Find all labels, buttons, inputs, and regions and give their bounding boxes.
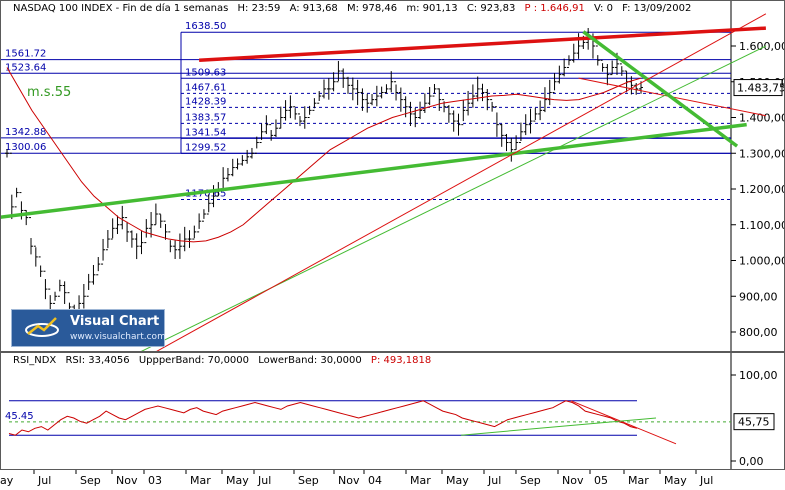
x-tick-label: Nov xyxy=(116,474,138,487)
x-tick-label: May xyxy=(446,474,469,487)
logo-title: Visual Chart xyxy=(70,314,160,329)
header-h: H: 23:59 xyxy=(237,3,281,14)
header-m: M: 978,46 xyxy=(346,3,398,14)
price-chart-panel[interactable]: NASDAQ 100 INDEX - Fin de día 1 semanas … xyxy=(0,0,785,352)
rsi-y-tick-label: 0,00 xyxy=(739,455,764,468)
visual-chart-logo-icon xyxy=(25,317,59,337)
y-tick-label: 1.100,00 xyxy=(739,219,784,232)
rsi-current-label: 45,75 xyxy=(738,416,770,429)
trend-line xyxy=(199,26,766,63)
current-price-badge xyxy=(733,79,783,97)
x-tick-label: Mar xyxy=(628,474,649,487)
level-label: 1509.63 xyxy=(185,67,226,78)
header-c: C: 923,83 xyxy=(466,3,516,14)
y-tick-label: 1.200,00 xyxy=(739,183,784,196)
level-label: 1383.57 xyxy=(185,112,226,123)
x-tick-label: 05 xyxy=(594,474,608,487)
x-tick-label: Mar xyxy=(190,474,211,487)
current-price-label: 1.483,75 xyxy=(737,82,784,95)
x-tick-label: Sep xyxy=(298,474,319,487)
level-label: 1523.64 xyxy=(5,62,46,73)
header-v: V: 0 xyxy=(594,3,613,14)
trend-line xyxy=(140,45,767,351)
rsi-panel[interactable]: RSI_NDX RSI: 33,4056 UppperBand: 70,0000… xyxy=(0,352,785,470)
level-label: 1561.72 xyxy=(5,49,46,60)
rsi-level-label: 45.45 xyxy=(5,411,34,422)
y-tick-label: 900,00 xyxy=(739,290,778,303)
ma-label: m.s.55 xyxy=(27,85,71,100)
moving-average-line xyxy=(6,67,642,243)
x-tick-label: Nov xyxy=(338,474,360,487)
header-a: A: 913,68 xyxy=(289,3,338,14)
x-tick-label: May xyxy=(226,474,249,487)
level-label: 1299.52 xyxy=(185,142,226,153)
rsi-y-tick-label: 100,00 xyxy=(739,369,778,382)
chart-header: NASDAQ 100 INDEX - Fin de día 1 semanas … xyxy=(13,3,697,14)
rsi-upper-band: UppperBand: 70,0000 xyxy=(138,355,250,366)
x-tick-label: May xyxy=(664,474,687,487)
x-tick-label: 04 xyxy=(368,474,382,487)
rsi-current-badge xyxy=(733,413,775,431)
rsi-header: RSI_NDX RSI: 33,4056 UppperBand: 70,0000… xyxy=(13,355,437,366)
trend-line xyxy=(1,122,747,219)
level-label: 1467.61 xyxy=(185,82,226,93)
y-tick-label: 1.000,00 xyxy=(739,255,784,268)
x-tick-label: Jul xyxy=(37,474,51,487)
x-tick-label: 03 xyxy=(148,474,162,487)
y-tick-label: 1.600,00 xyxy=(739,40,784,53)
rsi-name: RSI_NDX xyxy=(13,355,57,366)
trend-line xyxy=(156,13,767,351)
x-tick-label: Sep xyxy=(80,474,101,487)
header-p: P : 1.646,91 xyxy=(524,3,585,14)
rsi-lower-band: LowerBand: 30,0000 xyxy=(258,355,362,366)
level-label: 1300.06 xyxy=(5,142,46,153)
rsi-trend-line xyxy=(460,417,657,436)
trend-line xyxy=(582,30,739,148)
rsi-value: RSI: 33,4056 xyxy=(65,355,130,366)
rsi-p: P: 493,1818 xyxy=(370,355,432,366)
header-f: F: 13/09/2002 xyxy=(622,3,692,14)
rsi-trend-line xyxy=(570,400,677,445)
x-axis: ay Jul Sep Nov 03 Mar May Jul Sep Nov 04 Mar May Jul S… xyxy=(0,470,713,487)
logo-url: www.visualchart.com xyxy=(70,332,166,342)
x-tick-label: Sep xyxy=(520,474,541,487)
x-tick-label: Jul xyxy=(699,474,713,487)
rsi-chart-svg: 0,00 100,00 45.45 45,75 xyxy=(5,353,778,469)
x-tick-label: Mar xyxy=(410,474,431,487)
x-tick-label: ay xyxy=(0,474,14,487)
y-tick-label: 1.400,00 xyxy=(739,112,784,125)
header-title: NASDAQ 100 INDEX - Fin de día 1 semanas xyxy=(13,3,229,14)
header-m2: m: 901,13 xyxy=(406,3,458,14)
level-label: 1342.88 xyxy=(5,127,46,138)
x-tick-label: Nov xyxy=(562,474,584,487)
visual-chart-logo: Visual Chart www.visualchart.com xyxy=(11,309,166,347)
level-label: 1170.65 xyxy=(185,188,226,199)
rsi-line xyxy=(8,400,638,436)
level-label: 1341.54 xyxy=(185,127,226,138)
level-label: 1638.50 xyxy=(185,21,226,32)
level-label: 1428.39 xyxy=(185,96,226,107)
price-chart-svg: 800,00 900,00 1.000,00 1.100,00 1.200,00 1.30… xyxy=(1,1,784,351)
x-tick-label: Jul xyxy=(487,474,501,487)
x-tick-label: Jul xyxy=(257,474,271,487)
y-tick-label: 800,00 xyxy=(739,326,778,339)
y-tick-label: 1.300,00 xyxy=(739,147,784,160)
